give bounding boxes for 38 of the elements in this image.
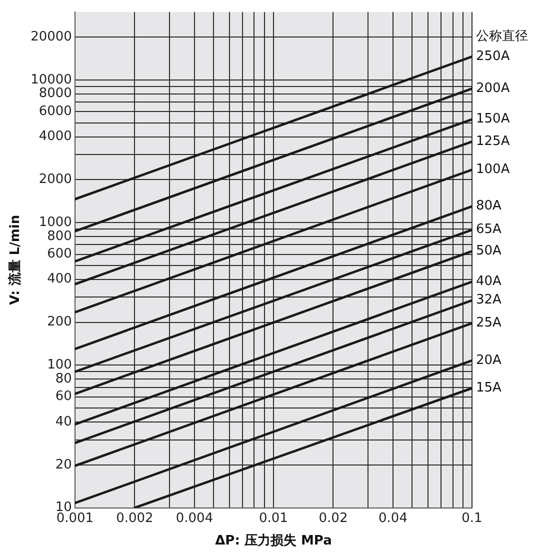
series-label: 200A <box>476 81 510 96</box>
y-tick-label: 600 <box>47 246 72 262</box>
y-tick-label: 400 <box>47 272 72 287</box>
series-label: 20A <box>476 352 502 368</box>
y-tick-label: 20 <box>55 457 72 472</box>
y-axis-title: V: 流量 L/min <box>7 214 24 305</box>
y-tick-label: 100 <box>47 358 72 373</box>
series-label: 125A <box>476 134 510 149</box>
series-label: 150A <box>476 112 510 127</box>
series-label: 100A <box>476 162 510 178</box>
series-label: 25A <box>476 316 502 331</box>
x-tick-label: 0.002 <box>116 510 154 526</box>
y-tick-label: 2000 <box>38 172 72 188</box>
series-label: 50A <box>476 244 502 259</box>
y-tick-label: 8000 <box>38 86 72 102</box>
y-tick-label: 80 <box>55 371 72 386</box>
series-label: 40A <box>476 274 502 290</box>
x-tick-label: 0.004 <box>176 510 214 526</box>
y-tick-label: 4000 <box>38 129 72 144</box>
y-tick-label: 60 <box>55 389 72 404</box>
y-tick-label: 20000 <box>30 29 72 44</box>
x-tick-label: 0.02 <box>318 510 348 526</box>
series-label: 65A <box>476 222 502 238</box>
series-label: 32A <box>476 292 502 308</box>
y-tick-label: 6000 <box>38 104 72 120</box>
legend-title: 公称直径 <box>476 28 528 44</box>
x-tick-label: 0.1 <box>462 510 482 526</box>
y-tick-label: 800 <box>47 228 72 244</box>
series-label: 80A <box>476 198 502 214</box>
x-tick-label: 0.01 <box>259 510 288 526</box>
y-tick-label: 200 <box>47 314 72 330</box>
y-tick-label: 1000 <box>38 214 72 230</box>
series-label: 250A <box>476 48 510 64</box>
y-tick-label: 40 <box>55 414 72 430</box>
y-tick-label: 10000 <box>30 72 72 88</box>
series-label: 15A <box>476 380 502 396</box>
x-tick-label: 0.04 <box>378 510 408 526</box>
x-axis-title: ΔP: 压力损失 MPa <box>215 534 332 549</box>
